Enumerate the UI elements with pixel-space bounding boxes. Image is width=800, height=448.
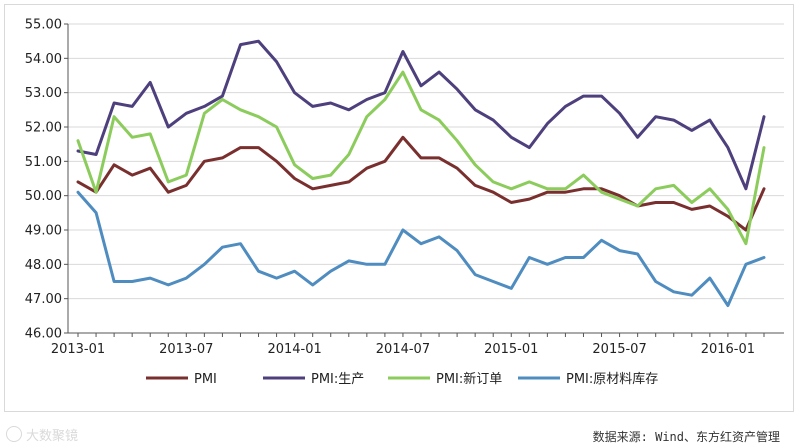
y-tick-label: 47.00 <box>25 292 62 307</box>
chart-frame <box>4 4 794 412</box>
y-tick-label: 52.00 <box>25 121 62 136</box>
series-lines <box>76 39 766 307</box>
x-tick-label: 2015-01 <box>484 342 538 357</box>
y-tick-label: 49.00 <box>25 224 62 239</box>
gridlines <box>68 23 784 300</box>
y-tick-label: 48.00 <box>25 258 62 273</box>
axes: 46.00 47.00 48.00 49.00 50.00 51.00 52.00 53.00… <box>25 18 784 357</box>
y-tick-label: 54.00 <box>25 52 62 67</box>
series-line-3 <box>76 70 766 246</box>
line-chart: 46.00 47.00 48.00 49.00 50.00 51.00 52.00 53.00… <box>25 18 784 387</box>
x-tick-label: 2016-01 <box>701 342 755 357</box>
x-tick-label: 2013-07 <box>159 342 213 357</box>
watermark-logo-icon <box>6 426 22 442</box>
legend: PMI PMI:生产 PMI:新订单 PMI:原材料库存 <box>146 371 658 387</box>
legend-label: PMI:原材料库存 <box>566 371 658 387</box>
x-tick-label: 2015-07 <box>592 342 646 357</box>
y-tick-label: 55.00 <box>25 18 62 33</box>
series-line-1 <box>76 135 766 232</box>
legend-label: PMI <box>194 372 217 387</box>
series-line-4 <box>76 190 766 307</box>
y-tick-label: 51.00 <box>25 155 62 170</box>
legend-label: PMI:生产 <box>311 372 364 387</box>
source-note: 数据来源: Wind、东方红资产管理 <box>592 430 780 444</box>
y-tick-label: 46.00 <box>25 327 62 342</box>
x-tick-label: 2014-07 <box>376 342 430 357</box>
y-tick-label: 53.00 <box>25 86 62 101</box>
watermark-text: 大数聚镜 <box>26 428 79 444</box>
legend-label: PMI:新订单 <box>436 371 502 387</box>
watermark: 大数聚镜 <box>6 424 78 444</box>
x-tick-label: 2014-01 <box>267 342 321 357</box>
x-tick-label: 2013-01 <box>51 342 105 357</box>
series-line-2 <box>76 39 766 191</box>
y-tick-label: 50.00 <box>25 189 62 204</box>
